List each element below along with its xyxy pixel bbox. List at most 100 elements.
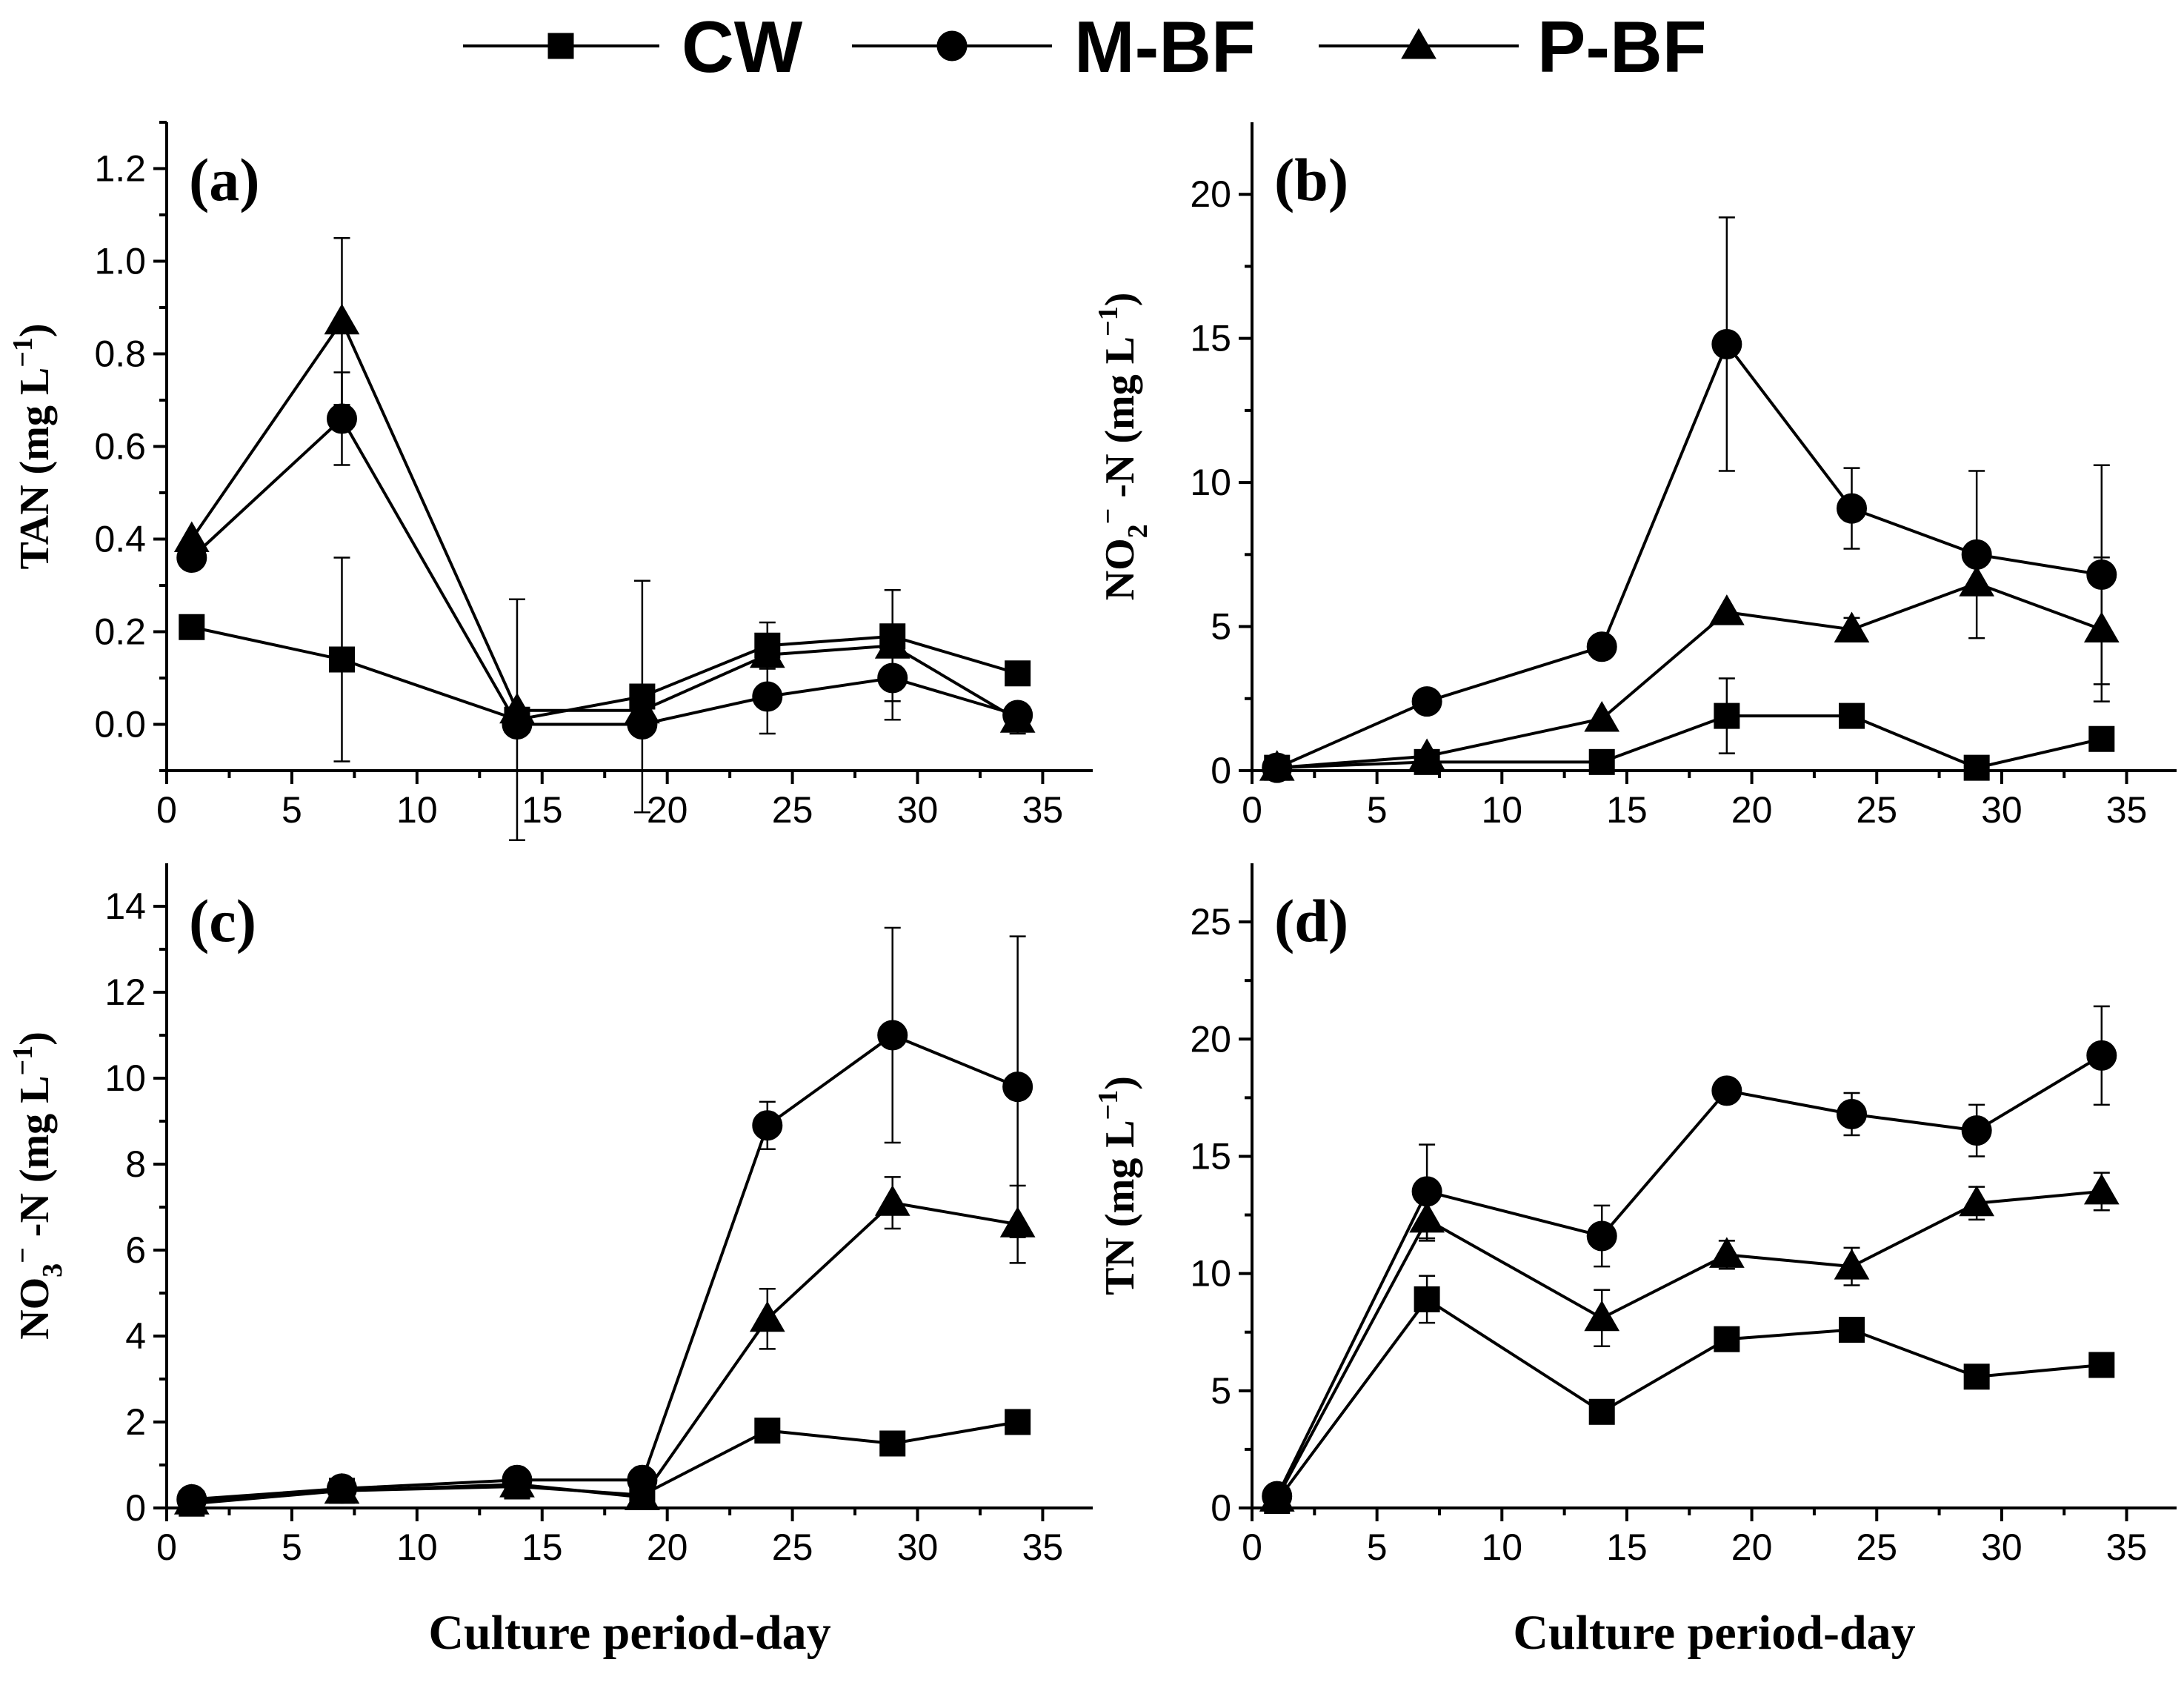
y-tick-label: 6 xyxy=(125,1229,146,1271)
data-point xyxy=(1259,750,1295,781)
x-tick-label: 25 xyxy=(772,789,813,831)
legend-item-cw: CW xyxy=(463,6,803,87)
x-tick-label: 30 xyxy=(1981,789,2022,831)
series-m-bf xyxy=(1262,216,2117,783)
y-axis-title: TN (mg L−1) xyxy=(1093,1076,1143,1295)
series-p-bf xyxy=(173,237,1036,735)
x-tick-label: 30 xyxy=(1981,1526,2022,1568)
x-tick-label: 25 xyxy=(1856,789,1897,831)
data-point xyxy=(1709,594,1745,625)
x-tick-label: 35 xyxy=(2106,1526,2148,1568)
data-point xyxy=(874,1185,910,1216)
y-tick-label: 0.0 xyxy=(94,704,146,745)
data-point xyxy=(179,614,205,640)
series-m-bf xyxy=(176,371,1033,740)
x-tick-label: 20 xyxy=(1731,1526,1773,1568)
x-tick-label: 10 xyxy=(1481,1526,1522,1568)
series-m-bf xyxy=(1262,1005,2117,1512)
y-tick-label: 0.8 xyxy=(94,333,146,375)
data-point xyxy=(874,628,910,659)
x-tick-label: 15 xyxy=(1606,789,1648,831)
series-cw xyxy=(179,1409,1031,1517)
data-point xyxy=(1711,328,1742,359)
x-axis-title: Culture period-day xyxy=(428,1606,830,1660)
y-tick-label: 10 xyxy=(104,1057,146,1099)
legend-label: P-BF xyxy=(1537,6,1707,87)
data-point xyxy=(1584,1300,1620,1332)
data-point xyxy=(1961,539,1992,570)
y-tick-label: 0.2 xyxy=(94,611,146,653)
data-point xyxy=(1834,1249,1870,1280)
x-tick-label: 35 xyxy=(1022,789,1064,831)
data-point xyxy=(749,1300,785,1332)
data-point xyxy=(1586,1220,1617,1252)
legend-circle-marker xyxy=(936,30,968,62)
data-point xyxy=(499,1466,535,1498)
x-axis-title: Culture period-day xyxy=(1513,1606,1915,1660)
data-point xyxy=(1411,686,1442,717)
data-point xyxy=(2088,1352,2115,1378)
data-point xyxy=(1005,1409,1031,1435)
series-p-bf xyxy=(173,1176,1036,1515)
data-point xyxy=(499,692,535,724)
data-point xyxy=(1839,1317,1865,1343)
legend-label: M-BF xyxy=(1074,6,1256,87)
y-tick-label: 8 xyxy=(125,1143,146,1185)
data-point xyxy=(625,1479,660,1510)
data-point xyxy=(2086,1040,2117,1071)
series-line xyxy=(1276,1297,2102,1502)
legend-label: CW xyxy=(682,6,803,87)
legend-item-m-bf: M-BF xyxy=(852,6,1256,87)
x-tick-label: 15 xyxy=(522,1526,563,1568)
panel-label: (d) xyxy=(1274,887,1348,954)
x-tick-label: 15 xyxy=(522,789,563,831)
data-point xyxy=(324,303,360,335)
y-tick-label: 0.4 xyxy=(94,519,146,560)
y-tick-label: 15 xyxy=(1190,318,1231,359)
data-point xyxy=(1005,660,1031,687)
data-point xyxy=(1409,1201,1445,1233)
x-tick-label: 20 xyxy=(1731,789,1773,831)
y-tick-label: 14 xyxy=(104,886,146,927)
x-tick-label: 0 xyxy=(1242,1526,1262,1568)
panel-label: (a) xyxy=(189,146,260,213)
x-tick-label: 0 xyxy=(156,1526,177,1568)
x-tick-label: 30 xyxy=(897,1526,939,1568)
data-point xyxy=(1711,1075,1742,1106)
y-tick-label: 10 xyxy=(1190,1253,1231,1295)
data-point xyxy=(328,646,355,673)
data-point xyxy=(1963,1363,1990,1390)
legend-triangle-marker xyxy=(1401,27,1436,59)
data-point xyxy=(749,637,785,668)
x-tick-label: 15 xyxy=(1606,1526,1648,1568)
data-point xyxy=(754,1418,781,1444)
y-axis-title: NO2− -N (mg L−1) xyxy=(1093,293,1153,601)
x-tick-label: 20 xyxy=(647,789,688,831)
y-tick-label: 4 xyxy=(125,1315,146,1357)
series-p-bf xyxy=(1259,556,2120,781)
data-point xyxy=(999,1206,1036,1237)
data-point xyxy=(752,1110,783,1141)
panel-c: 0 5 10 15 20 25 30 35 0 2 4 6 8 10 12 14 (c) NO3− -N (mg … xyxy=(7,863,1093,1660)
x-tick-label: 35 xyxy=(2106,789,2148,831)
legend: CW M-BF P-BF xyxy=(463,6,1707,87)
y-tick-label: 20 xyxy=(1190,173,1231,215)
series-m-bf xyxy=(176,926,1033,1515)
y-tick-label: 1.2 xyxy=(94,148,146,190)
data-point xyxy=(1709,1237,1745,1268)
series-line xyxy=(1275,1189,2102,1500)
y-tick-label: 0.6 xyxy=(94,426,146,468)
data-point xyxy=(1259,1481,1295,1512)
x-tick-label: 30 xyxy=(897,789,939,831)
data-point xyxy=(324,1472,360,1504)
x-tick-label: 35 xyxy=(1022,1526,1064,1568)
data-point xyxy=(173,521,210,552)
x-tick-label: 25 xyxy=(772,1526,813,1568)
y-tick-label: 1.0 xyxy=(94,241,146,282)
x-tick-label: 5 xyxy=(282,1526,302,1568)
data-point xyxy=(2083,1173,2120,1205)
y-tick-label: 10 xyxy=(1190,462,1231,503)
y-tick-label: 25 xyxy=(1190,901,1231,943)
panel-d: 0 5 10 15 20 25 30 35 0 5 10 15 20 25 (d) TN (mg L−1) Cu… xyxy=(1093,863,2177,1660)
